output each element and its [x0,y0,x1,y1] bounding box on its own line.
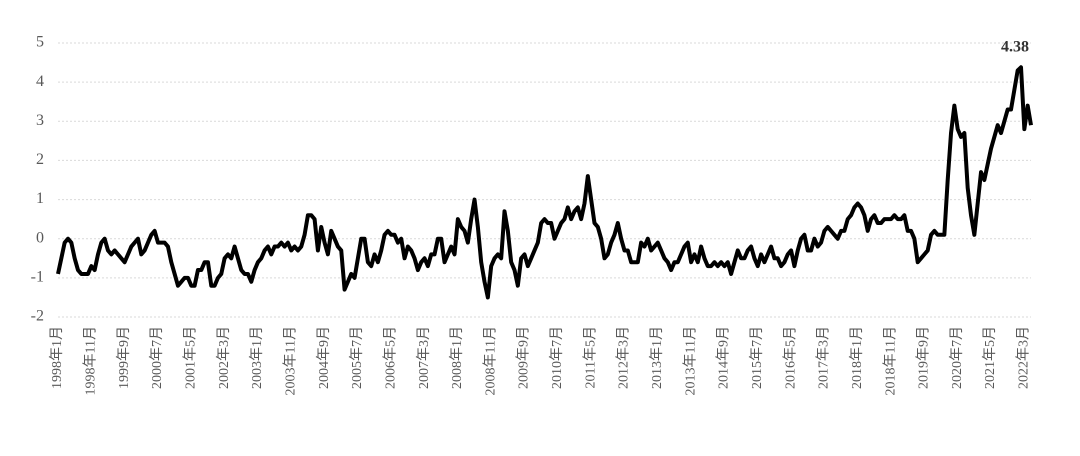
x-tick-label: 2015年7月 [749,326,765,389]
y-tick-label: -1 [31,269,44,286]
y-tick-label: 4 [36,73,44,90]
x-tick-label: 1998年1月 [49,326,65,389]
x-tick-label: 2000年7月 [149,326,165,389]
x-tick-label: 2022年3月 [1016,326,1032,389]
y-tick-label: 1 [36,190,44,207]
x-tick-label: 1998年11月 [83,326,99,395]
x-tick-label: 2018年1月 [849,326,865,389]
x-tick-label: 2001年5月 [183,326,199,389]
x-tick-label: 2008年1月 [449,326,465,389]
x-tick-label: 2021年5月 [982,326,998,389]
y-tick-label: -2 [31,308,44,325]
y-tick-label: 3 [36,112,44,129]
x-tick-label: 2008年11月 [482,326,498,395]
x-tick-label: 2003年11月 [282,326,298,395]
x-tick-label: 2013年11月 [682,326,698,395]
x-tick-label: 2020年7月 [949,326,965,389]
x-tick-label: 2003年1月 [249,326,265,389]
x-tick-label: 2004年9月 [316,326,332,389]
x-tick-label: 2010年7月 [549,326,565,389]
data-line [56,65,1033,300]
y-tick-label: 2 [36,151,44,168]
y-tick-label: 5 [36,34,44,51]
y-tick-label: 0 [36,229,44,246]
x-tick-label: 2017年3月 [816,326,832,389]
x-tick-label: 2006年5月 [382,326,398,389]
x-tick-label: 2011年5月 [582,326,598,388]
x-tick-label: 2013年1月 [649,326,665,389]
x-tick-label: 2018年11月 [882,326,898,395]
peak-label: 4.38 [1001,38,1029,55]
x-tick-label: 2002年3月 [216,326,232,389]
x-tick-label: 2012年3月 [616,326,632,389]
x-tick-label: 2009年9月 [516,326,532,389]
x-tick-label: 2014年9月 [716,326,732,389]
x-tick-label: 2016年5月 [782,326,798,389]
x-tick-label: 2005年7月 [349,326,365,389]
x-tick-label: 2007年3月 [416,326,432,389]
x-tick-label: 2019年9月 [916,326,932,389]
x-tick-label: 1999年9月 [116,326,132,389]
